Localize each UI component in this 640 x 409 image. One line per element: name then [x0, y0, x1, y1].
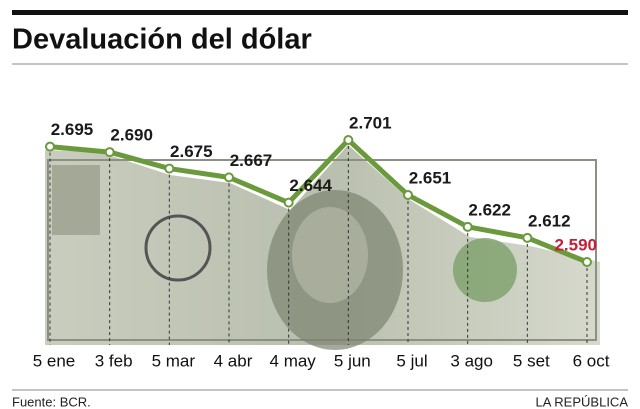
x-tick-label: 6 oct [573, 351, 610, 370]
bill-corner [52, 165, 100, 235]
point [224, 172, 234, 183]
chart-title: Devaluación del dólar [12, 24, 312, 56]
value-label: 2.644 [289, 176, 332, 195]
point [343, 135, 354, 145]
point [283, 197, 294, 208]
portrait-face [292, 207, 368, 303]
x-tick-label: 4 abr [214, 351, 253, 370]
point [164, 163, 175, 174]
x-tick-label: 5 jul [396, 351, 427, 370]
value-label: 2.695 [51, 120, 94, 139]
point [522, 232, 533, 243]
seal [144, 214, 212, 282]
line [49, 137, 588, 265]
treasury-seal [453, 238, 517, 302]
top-rule [12, 10, 628, 15]
point [45, 141, 55, 152]
value-label: 2.675 [170, 142, 213, 161]
x-tick-label: 5 ene [33, 351, 76, 370]
value-label: 2.701 [349, 113, 392, 132]
value-label: 2.590 [554, 235, 597, 254]
point [104, 147, 115, 158]
source: Fuente: BCR. [12, 394, 91, 409]
value-label: 2.667 [230, 151, 273, 170]
point [403, 189, 413, 200]
credit: LA REPÚBLICA [536, 394, 629, 409]
x-tick-label: 3 feb [95, 351, 133, 370]
point [462, 221, 473, 232]
x-tick-label: 3 ago [450, 351, 493, 370]
x-tick-label: 5 jun [334, 351, 371, 370]
point [582, 257, 592, 267]
value-label: 2.690 [110, 126, 153, 145]
value-label: 2.622 [468, 200, 511, 219]
x-tick-label: 5 mar [152, 351, 196, 370]
value-label: 2.651 [409, 168, 452, 187]
x-tick-label: 4 may [270, 351, 317, 370]
bill-background [45, 145, 600, 350]
value-label: 2.612 [528, 211, 571, 230]
x-tick-label: 5 set [513, 351, 550, 370]
